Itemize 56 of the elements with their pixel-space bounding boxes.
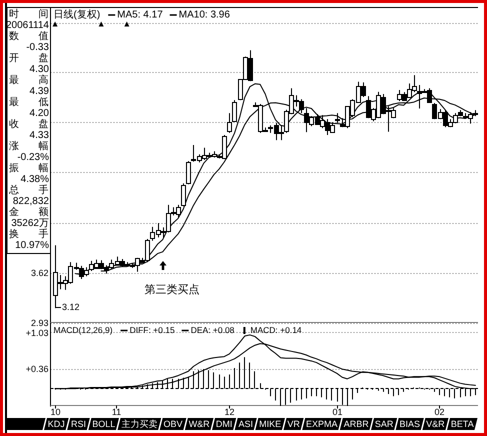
x-tick-label: 10 (50, 406, 61, 417)
text: 4.30 (30, 64, 50, 76)
legend-label: DEA: +0.08 (190, 324, 235, 335)
text: 数值 (9, 31, 48, 42)
text: 总手 (8, 184, 48, 196)
text: DMI (216, 418, 232, 429)
text: 822,832 (12, 196, 50, 208)
text: 最低 (9, 97, 48, 108)
text: EXPMA (306, 418, 338, 429)
text: 最高 (9, 74, 48, 86)
text: MIKE (259, 418, 282, 429)
text: 20061114 (6, 20, 50, 32)
legend-label: MACD: +0.14 (250, 324, 302, 335)
text: BOLL (92, 418, 116, 429)
text: BETA (450, 418, 474, 429)
text: 4.20 (30, 108, 50, 120)
text: 4.38% (20, 174, 50, 186)
text: 收盘 (9, 118, 48, 130)
x-tick-label: 01 (332, 406, 343, 417)
text: 振幅 (9, 162, 48, 174)
text: ARBR (344, 418, 370, 429)
text: ASI (238, 418, 253, 429)
text: OBV (163, 418, 183, 429)
text: 开盘 (9, 52, 48, 64)
text: 换手 (9, 228, 48, 240)
legend-label: DIFF: +0.15 (130, 324, 175, 335)
text: 时间 (9, 8, 48, 20)
text: SAR (374, 418, 394, 429)
text: 金额 (9, 206, 48, 218)
text: KDJ (48, 418, 65, 429)
y-tick-label: 3.62 (30, 268, 48, 278)
x-tick-label: 12 (224, 406, 235, 417)
y-tick-label: 2.93 (30, 318, 48, 328)
text: 35262万 (11, 218, 49, 230)
text: V&R (426, 418, 446, 429)
x-tick-label: 11 (112, 406, 122, 417)
text: W&R (188, 418, 210, 429)
text: 4.39 (30, 86, 50, 98)
chart-title: MACD(12,26,9) (54, 324, 113, 335)
text: 10.97% (15, 240, 50, 252)
text: 主力买卖 (121, 418, 158, 429)
y-tick-label: +1.03 (26, 328, 48, 338)
text: -0.33 (26, 42, 50, 54)
text: -0.23% (17, 152, 50, 164)
annotation: 第三类买点 (144, 282, 200, 296)
text: 4.33 (30, 130, 50, 142)
text: 涨幅 (9, 140, 48, 152)
text: BIAS (399, 418, 420, 429)
x-tick-label: 02 (434, 406, 445, 417)
annotation: 3.12 (62, 302, 80, 312)
text: RSI (70, 418, 86, 429)
chart-title: 日线(复权) (54, 8, 100, 21)
legend-label: MA10: 3.96 (178, 10, 230, 21)
legend-label: MA5: 4.17 (117, 10, 164, 21)
text: VR (287, 418, 300, 429)
y-tick-label: +0.36 (26, 364, 48, 374)
